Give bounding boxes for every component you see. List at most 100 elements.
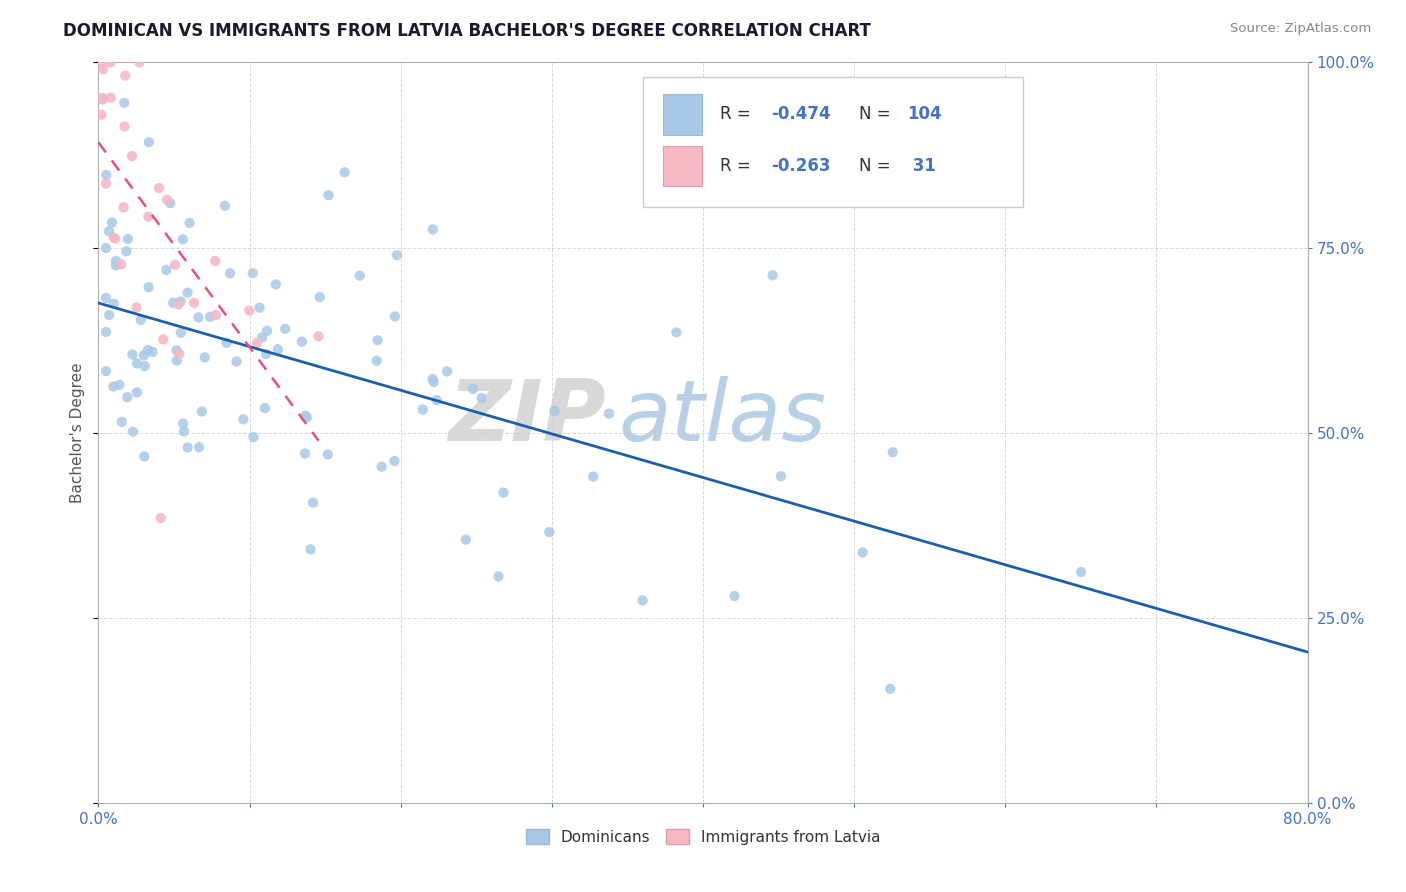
Point: [187, 310, 209, 325]
Point: [215, 335, 238, 350]
Point: [170, 326, 193, 340]
Point: [299, 542, 322, 557]
Point: [423, 375, 446, 389]
Point: [318, 188, 340, 202]
Point: [1070, 565, 1092, 579]
Point: [631, 593, 654, 607]
Point: [205, 308, 228, 322]
Point: [128, 55, 150, 70]
Point: [91, 62, 114, 77]
Point: [134, 359, 156, 373]
Point: [769, 469, 792, 483]
Point: [121, 348, 143, 362]
Point: [250, 330, 273, 344]
Point: [115, 244, 138, 259]
Point: [169, 294, 191, 309]
Point: [114, 120, 136, 134]
Point: [253, 401, 276, 416]
Point: [162, 295, 184, 310]
Point: [246, 335, 269, 350]
Point: [91, 91, 114, 105]
Point: [219, 267, 242, 281]
Point: [488, 569, 510, 583]
Point: [188, 440, 211, 454]
Point: [176, 285, 198, 300]
Point: [308, 290, 330, 304]
Point: [166, 353, 188, 368]
Point: [148, 181, 170, 195]
Text: Source: ZipAtlas.com: Source: ZipAtlas.com: [1230, 22, 1371, 36]
Text: atlas: atlas: [619, 376, 827, 459]
Point: [129, 313, 152, 327]
Point: [173, 425, 195, 439]
Point: [882, 445, 904, 459]
Point: [238, 303, 260, 318]
Point: [101, 216, 124, 230]
Point: [172, 417, 194, 431]
Point: [91, 92, 114, 106]
Point: [121, 425, 143, 439]
Point: [194, 351, 217, 365]
Point: [538, 525, 561, 540]
Point: [96, 168, 118, 182]
Point: [111, 415, 134, 429]
Point: [103, 296, 125, 310]
Point: [385, 248, 408, 262]
Text: DOMINICAN VS IMMIGRANTS FROM LATVIA BACHELOR'S DEGREE CORRELATION CHART: DOMINICAN VS IMMIGRANTS FROM LATVIA BACH…: [63, 22, 872, 40]
Point: [121, 149, 143, 163]
Point: [384, 310, 406, 324]
Point: [103, 230, 125, 244]
Point: [98, 308, 121, 322]
Point: [108, 377, 131, 392]
Point: [97, 224, 120, 238]
Point: [225, 354, 247, 368]
Point: [291, 334, 314, 349]
Point: [294, 446, 316, 460]
Point: [214, 199, 236, 213]
Bar: [664, 145, 702, 186]
Point: [134, 450, 156, 464]
Point: [242, 266, 264, 280]
Point: [112, 201, 135, 215]
Legend: Dominicans, Immigrants from Latvia: Dominicans, Immigrants from Latvia: [520, 822, 886, 851]
Point: [112, 95, 135, 110]
Point: [138, 135, 160, 149]
Point: [94, 177, 117, 191]
Point: [762, 268, 785, 283]
Text: N =: N =: [859, 105, 896, 123]
Text: -0.474: -0.474: [770, 105, 831, 123]
FancyBboxPatch shape: [643, 78, 1024, 207]
Point: [242, 430, 264, 444]
Point: [103, 379, 125, 393]
Point: [159, 196, 181, 211]
Text: R =: R =: [720, 105, 756, 123]
Point: [176, 441, 198, 455]
Point: [316, 447, 339, 461]
Point: [598, 407, 620, 421]
Point: [422, 372, 444, 386]
Point: [110, 257, 132, 271]
Point: [100, 90, 122, 104]
Point: [114, 69, 136, 83]
Point: [665, 326, 688, 340]
Point: [104, 258, 127, 272]
Point: [366, 353, 388, 368]
Point: [149, 511, 172, 525]
Text: N =: N =: [859, 157, 896, 175]
Point: [138, 210, 160, 224]
Point: [94, 325, 117, 339]
Bar: [664, 94, 702, 135]
Point: [254, 347, 277, 361]
Point: [117, 390, 139, 404]
Point: [183, 295, 205, 310]
Point: [249, 301, 271, 315]
Point: [117, 232, 139, 246]
Point: [165, 258, 187, 272]
Text: R =: R =: [720, 157, 756, 175]
Point: [138, 280, 160, 294]
Point: [125, 357, 148, 371]
Point: [172, 232, 194, 246]
Point: [294, 409, 316, 423]
Point: [422, 222, 444, 236]
Point: [156, 193, 179, 207]
